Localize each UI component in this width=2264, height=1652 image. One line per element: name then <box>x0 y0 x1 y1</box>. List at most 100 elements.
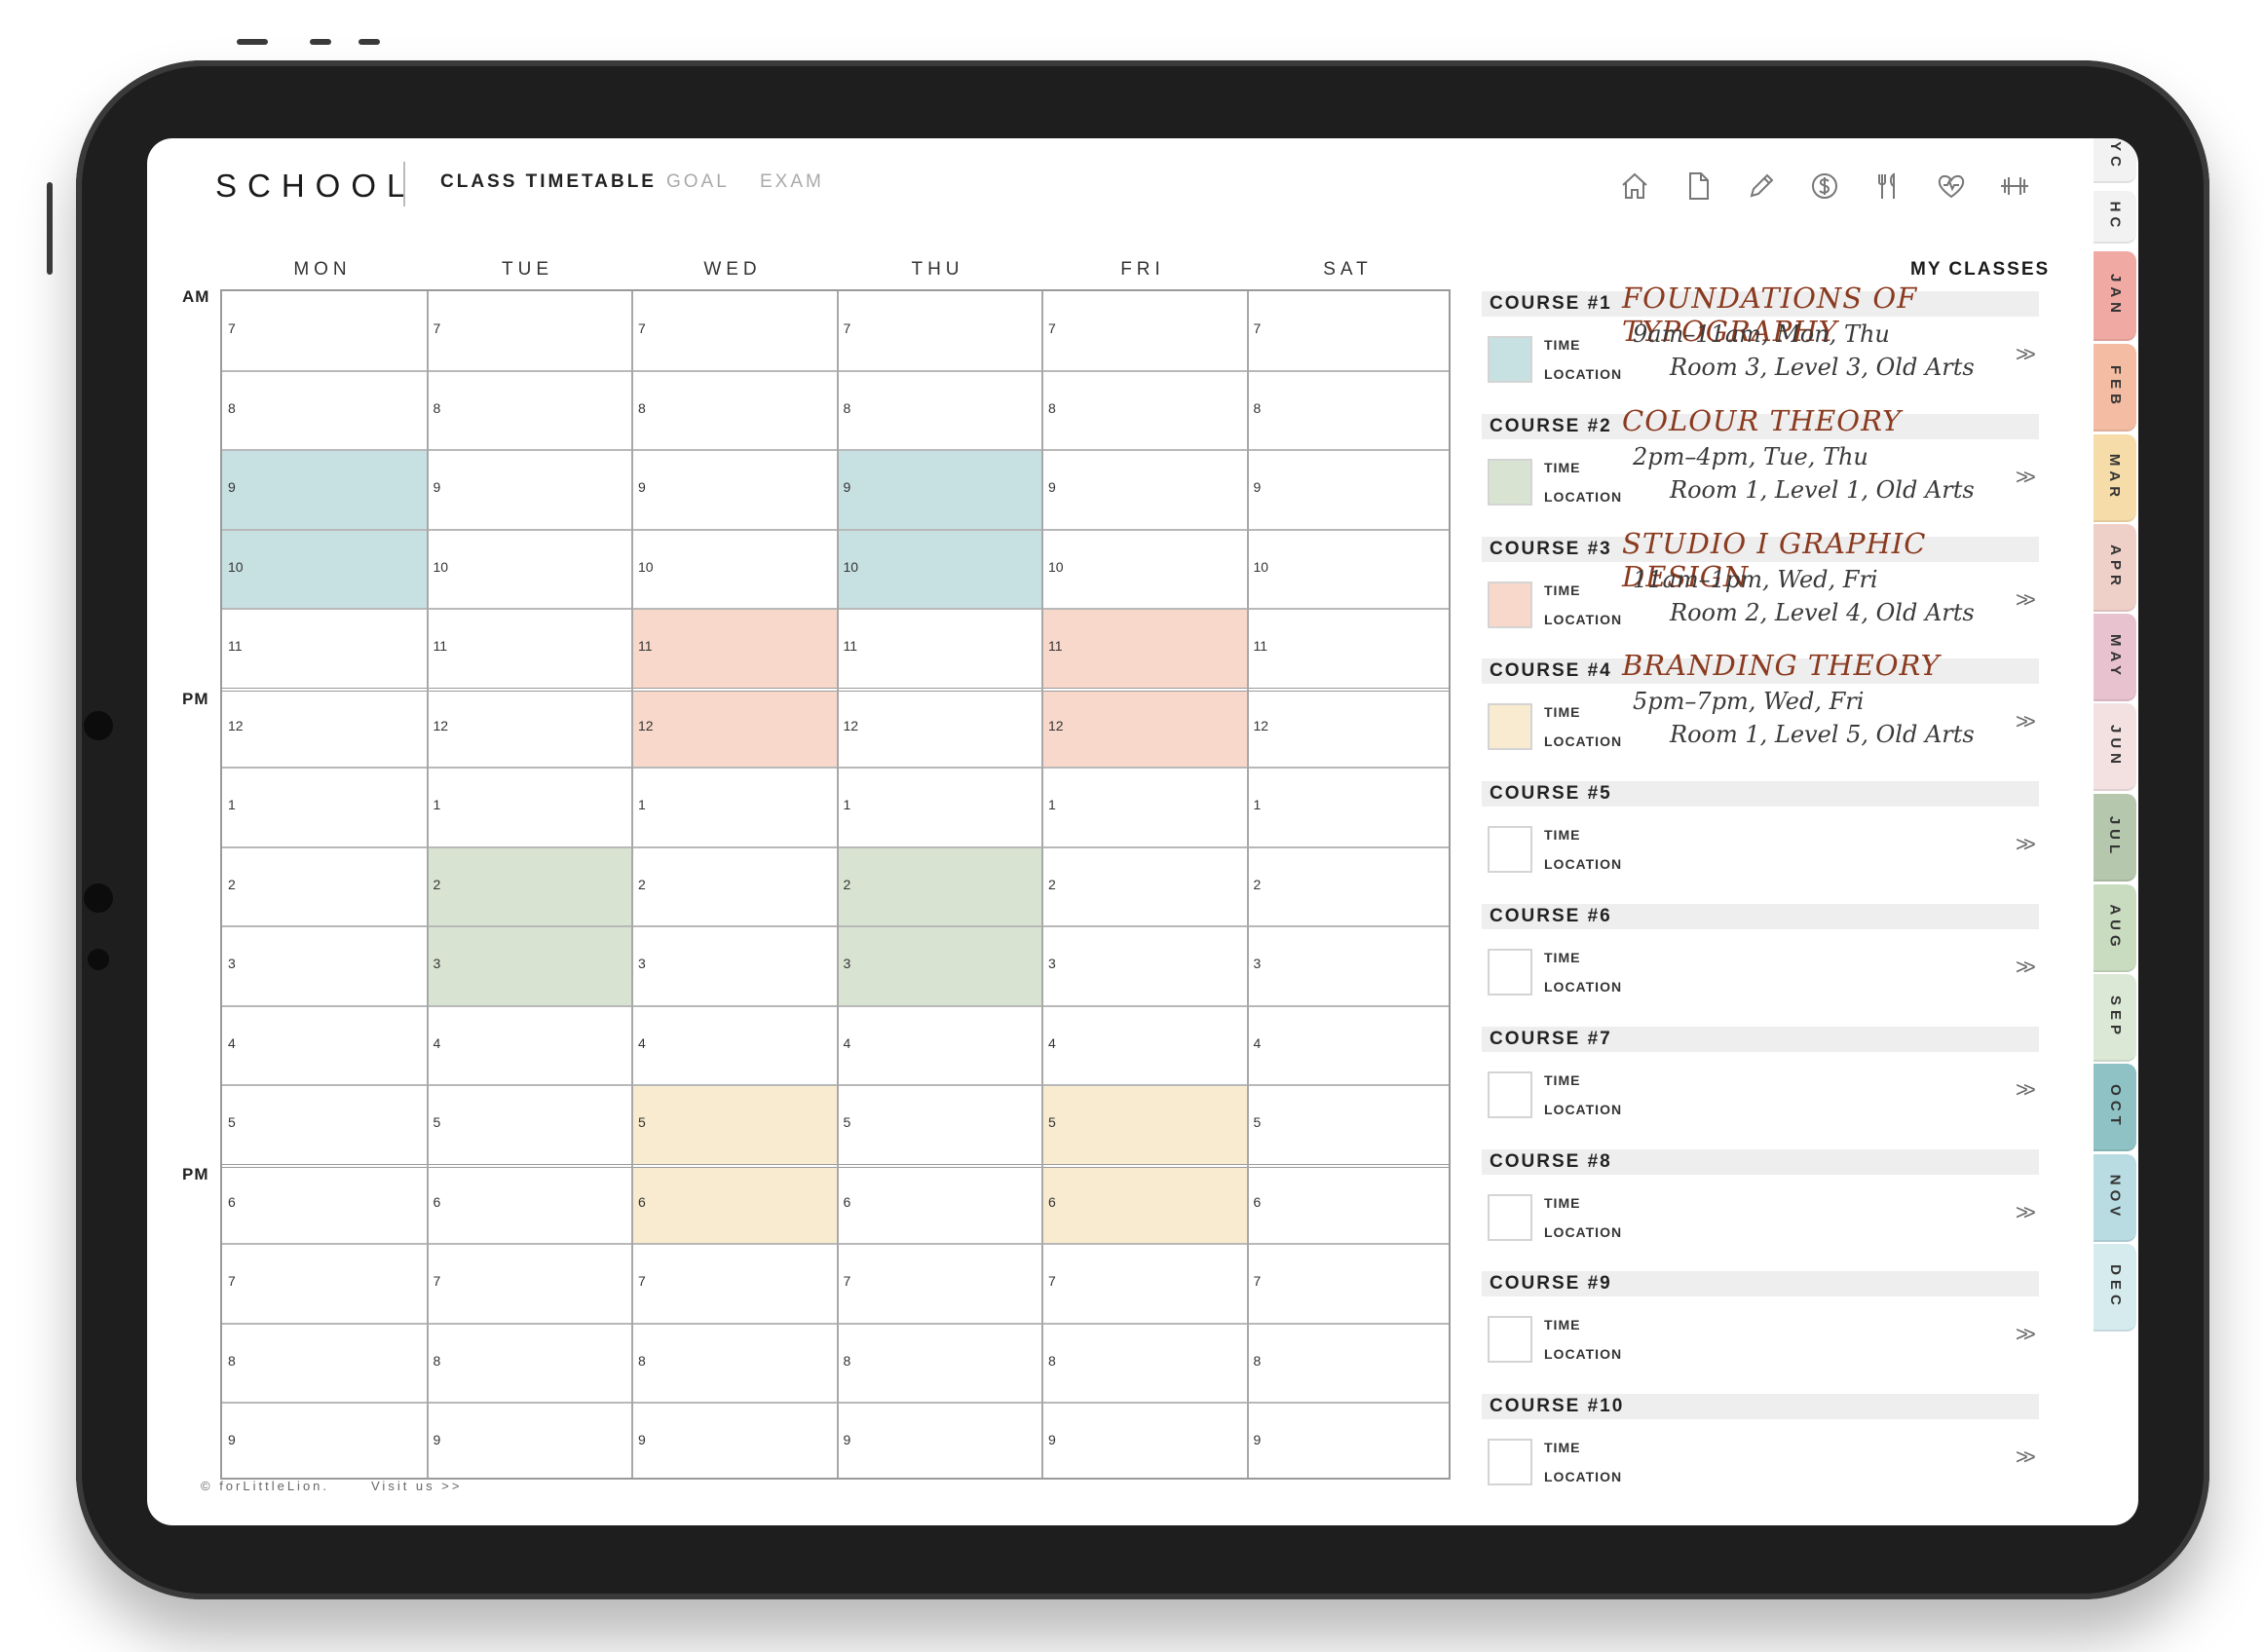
course-header-band <box>1482 1026 2039 1052</box>
course-entry[interactable]: COURSE #9 TIME LOCATION >> <box>1482 1271 2039 1388</box>
heart-icon[interactable] <box>1935 169 1968 203</box>
open-course-arrow[interactable]: >> <box>2016 1199 2036 1224</box>
course-time[interactable]: 5pm–7pm, Wed, Fri <box>1633 688 1865 716</box>
tab-label: OCT <box>2106 1083 2124 1130</box>
course-name[interactable]: COLOUR THEORY <box>1622 403 1903 437</box>
tab-goal[interactable]: GOAL <box>666 171 730 192</box>
course-number: COURSE #3 <box>1490 538 1612 559</box>
hour-number: 7 <box>1253 1273 1262 1289</box>
tab-label: JAN <box>2106 273 2124 318</box>
utensils-icon[interactable] <box>1871 169 1905 203</box>
open-course-arrow[interactable]: >> <box>2016 464 2036 489</box>
hour-number: 3 <box>638 956 646 971</box>
tab-nov[interactable]: NOV <box>2094 1154 2136 1242</box>
course-color-swatch[interactable] <box>1488 826 1532 874</box>
time-label: TIME <box>1544 1194 1581 1211</box>
course-color-swatch[interactable] <box>1488 949 1532 995</box>
hour-number: 5 <box>1253 1114 1262 1130</box>
day-header: WED <box>703 259 762 280</box>
course-color-swatch[interactable] <box>1488 1439 1532 1486</box>
timetable-grid[interactable]: 7 8 9 10 11 12 1 2 3 4 5 6 7 8 9 7 8 9 10 11 12 1 2 3 4 5 6 7 8 9 7 8 9 1… <box>220 289 1451 1480</box>
course-entry[interactable]: COURSE #10 TIME LOCATION >> <box>1482 1394 2039 1511</box>
day-header: TUE <box>502 259 553 280</box>
time-label: TIME <box>1544 950 1581 965</box>
tab-hc[interactable]: HC <box>2094 191 2136 244</box>
course-color-swatch[interactable] <box>1488 1193 1532 1241</box>
grid-row-line <box>222 845 1449 848</box>
course-color-swatch[interactable] <box>1488 581 1532 628</box>
am-label: AM <box>182 287 210 306</box>
course-location[interactable]: Room 1, Level 5, Old Arts <box>1670 721 1975 749</box>
hour-number: 5 <box>1048 1114 1056 1130</box>
hour-number: 12 <box>1253 717 1269 733</box>
tab-may[interactable]: MAY <box>2094 614 2136 701</box>
tab-label: MAR <box>2106 453 2124 502</box>
tab-label: JUN <box>2106 724 2124 769</box>
tab-label: SEP <box>2106 995 2124 1039</box>
course-name[interactable]: STUDIO I GRAPHIC DESIGN <box>1622 526 1927 593</box>
course-color-swatch[interactable] <box>1488 458 1532 506</box>
course-location[interactable]: Room 2, Level 4, Old Arts <box>1670 598 1975 626</box>
document-icon[interactable] <box>1681 169 1715 203</box>
hour-number: 9 <box>843 1432 851 1447</box>
course-entry[interactable]: COURSE #2 COLOUR THEORY TIME LOCATION 2pm–4p… <box>1482 404 2039 531</box>
course-number: COURSE #10 <box>1490 1396 1625 1417</box>
visit-us-link[interactable]: Visit us >> <box>371 1479 463 1493</box>
open-course-arrow[interactable]: >> <box>2016 1445 2036 1470</box>
open-course-arrow[interactable]: >> <box>2016 832 2036 857</box>
tab-aug[interactable]: AUG <box>2094 884 2136 972</box>
open-course-arrow[interactable]: >> <box>2016 955 2036 979</box>
camera-dot <box>84 711 113 740</box>
course-time[interactable]: 9am–11am, Mon, Thu <box>1633 320 1890 348</box>
course-entry[interactable]: COURSE #5 TIME LOCATION >> <box>1482 781 2039 898</box>
tab-dec[interactable]: DEC <box>2094 1244 2136 1332</box>
course-location[interactable]: Room 1, Level 1, Old Arts <box>1670 475 1975 504</box>
course-entry[interactable]: COURSE #7 TIME LOCATION >> <box>1482 1026 2039 1144</box>
dumbbell-icon[interactable] <box>1998 169 2031 203</box>
dollar-icon[interactable] <box>1808 169 1841 203</box>
course-entry[interactable]: COURSE #6 TIME LOCATION >> <box>1482 904 2039 1021</box>
pencil-icon[interactable] <box>1745 169 1778 203</box>
grid-row-line <box>222 1084 1449 1086</box>
time-label: TIME <box>1544 1071 1581 1088</box>
tab-class-timetable[interactable]: CLASS TIMETABLE <box>440 171 657 192</box>
course-entry[interactable]: COURSE #1 FOUNDATIONS OF TYPOGRAPHY TIME LO… <box>1482 282 2039 408</box>
hour-number: 7 <box>1253 320 1262 336</box>
home-icon[interactable] <box>1618 169 1651 203</box>
course-time[interactable]: 2pm–4pm, Tue, Thu <box>1633 442 1868 470</box>
open-course-arrow[interactable]: >> <box>2016 586 2036 612</box>
tab-exam[interactable]: EXAM <box>760 171 824 192</box>
course-header-band <box>1482 291 2039 317</box>
course-color-swatch[interactable] <box>1488 336 1532 383</box>
open-course-arrow[interactable]: >> <box>2016 709 2036 734</box>
tab-yc[interactable]: YC <box>2094 138 2136 183</box>
tab-sep[interactable]: SEP <box>2094 974 2136 1062</box>
course-number: COURSE #9 <box>1490 1273 1612 1295</box>
course-color-swatch[interactable] <box>1488 1316 1532 1364</box>
tab-jun[interactable]: JUN <box>2094 703 2136 791</box>
tab-mar[interactable]: MAR <box>2094 434 2136 522</box>
course-color-swatch[interactable] <box>1488 703 1532 751</box>
tab-oct[interactable]: OCT <box>2094 1064 2136 1151</box>
tab-jan[interactable]: JAN <box>2094 251 2136 341</box>
tab-jul[interactable]: JUL <box>2094 794 2136 882</box>
open-course-arrow[interactable]: >> <box>2016 1076 2036 1102</box>
time-label: TIME <box>1544 1317 1581 1333</box>
grid-row-line <box>222 925 1449 927</box>
open-course-arrow[interactable]: >> <box>2016 1322 2036 1347</box>
course-color-swatch[interactable] <box>1488 1070 1532 1118</box>
course-location[interactable]: Room 3, Level 3, Old Arts <box>1670 354 1975 381</box>
tab-apr[interactable]: APR <box>2094 524 2136 612</box>
course-number: COURSE #8 <box>1490 1150 1612 1172</box>
course-header-band <box>1482 658 2039 685</box>
location-label: LOCATION <box>1544 1469 1623 1485</box>
course-time[interactable]: 11am–1pm, Wed, Fri <box>1633 565 1878 593</box>
tab-feb[interactable]: FEB <box>2094 344 2136 432</box>
course-entry[interactable]: COURSE #8 TIME LOCATION >> <box>1482 1148 2039 1266</box>
open-course-arrow[interactable]: >> <box>2016 342 2036 366</box>
course-name[interactable]: FOUNDATIONS OF TYPOGRAPHY <box>1622 282 1918 348</box>
course-entry[interactable]: COURSE #4 BRANDING THEORY TIME LOCATION 5pm–… <box>1482 649 2039 775</box>
hour-number: 6 <box>228 1193 236 1210</box>
course-entry[interactable]: COURSE #3 STUDIO I GRAPHIC DESIGN TIME LOCA… <box>1482 527 2039 654</box>
course-name[interactable]: BRANDING THEORY <box>1622 649 1941 683</box>
